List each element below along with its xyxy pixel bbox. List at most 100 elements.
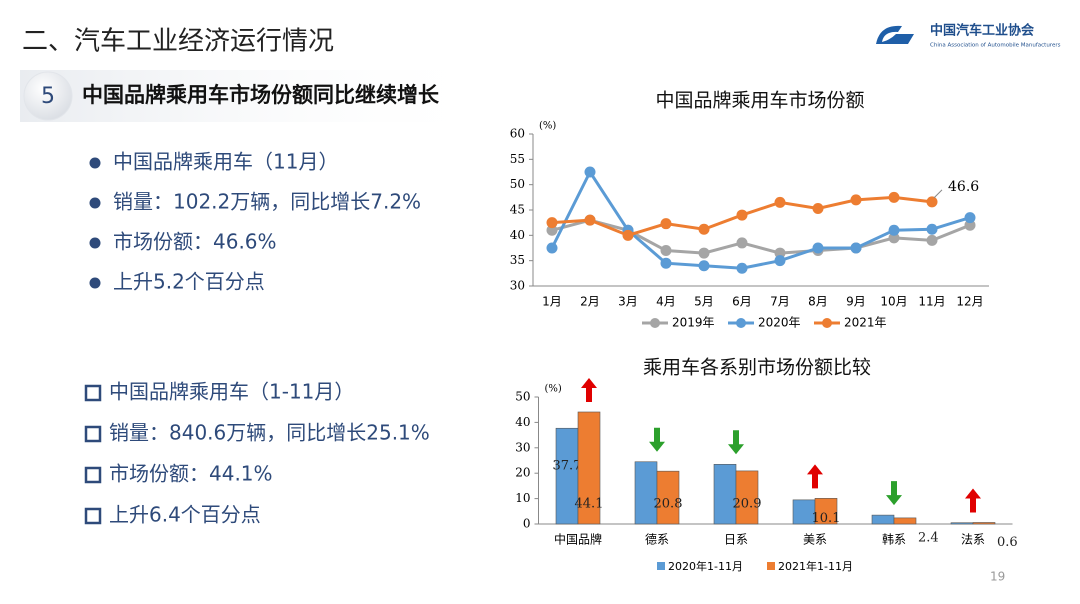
bar — [656, 470, 680, 525]
bar — [893, 517, 917, 525]
page-number: 19 — [990, 570, 1005, 584]
legend-swatch — [767, 562, 775, 570]
point — [888, 191, 900, 203]
trend-arrow — [581, 377, 597, 402]
trend-arrow — [886, 481, 902, 506]
data-label: 46.6 — [948, 179, 979, 195]
x-tick-label: 1月 — [542, 295, 562, 309]
x-tick-label: 12月 — [956, 295, 983, 309]
point — [698, 260, 710, 272]
bullet-square — [84, 507, 102, 525]
x-tick-label: 10月 — [880, 295, 907, 309]
data-label: 20.8 — [654, 497, 683, 512]
point — [698, 247, 710, 259]
chart-title: 中国品牌乘用车市场份额 — [655, 90, 864, 112]
bar — [735, 470, 759, 525]
y-tick-label: 20 — [515, 466, 530, 480]
bullet-text: 销量：102.2万辆，同比增长7.2% — [113, 190, 421, 214]
point — [736, 237, 748, 249]
legend-swatch — [657, 562, 665, 570]
y-tick-label: 30 — [510, 279, 525, 293]
bullet-square — [84, 425, 102, 443]
x-tick-label: 日系 — [724, 533, 748, 547]
x-tick-label: 美系 — [803, 533, 827, 547]
legend-label: 2020年1-11月 — [668, 559, 743, 573]
point — [546, 242, 558, 254]
trend-arrow — [728, 430, 744, 455]
x-tick-label: 德系 — [645, 532, 669, 547]
point — [888, 224, 900, 236]
point — [926, 196, 938, 208]
point — [850, 194, 862, 206]
logo-subtitle: China Association of Automobile Manufact… — [930, 43, 1061, 49]
point — [698, 223, 710, 235]
legend-label: 2021年1-11月 — [778, 559, 853, 573]
point — [774, 196, 786, 208]
y-tick-label: 50 — [510, 177, 525, 191]
legend-marker — [650, 318, 660, 328]
bar — [972, 522, 996, 525]
point — [926, 234, 938, 246]
section-band — [20, 70, 500, 122]
x-tick-label: 3月 — [618, 295, 638, 309]
bullet-dot — [89, 277, 101, 289]
chart-title: 乘用车各系别市场份额比较 — [643, 357, 871, 379]
data-label: 0.6 — [997, 535, 1018, 550]
point — [850, 242, 862, 254]
bar — [871, 514, 895, 525]
header-title: 二、汽车工业经济运行情况 — [22, 27, 334, 57]
x-tick-label: 法系 — [961, 533, 985, 547]
leader-line — [933, 189, 943, 199]
series-line — [550, 168, 971, 270]
x-tick-label: 11月 — [918, 295, 945, 309]
trend-arrow — [965, 488, 981, 513]
y-tick-label: 30 — [515, 440, 530, 454]
data-label: 2.4 — [918, 530, 939, 545]
legend-marker — [822, 318, 832, 328]
point — [774, 247, 786, 259]
series-line — [551, 218, 971, 255]
y-tick-label: 10 — [515, 491, 530, 505]
point — [584, 166, 596, 178]
y-tick-label: 40 — [510, 228, 525, 242]
point — [584, 214, 596, 226]
y-axis-label: (%) — [539, 121, 556, 132]
point — [812, 242, 824, 254]
point — [546, 224, 558, 236]
y-tick-label: 45 — [510, 203, 525, 217]
point — [774, 255, 786, 267]
bullet-text: 中国品牌乘用车（1-11月） — [109, 380, 354, 404]
bullet-square — [84, 466, 102, 484]
point — [660, 257, 672, 269]
bullet-text: 上升6.4个百分点 — [109, 503, 261, 527]
trend-arrow — [649, 427, 665, 452]
point — [660, 218, 672, 230]
bar — [577, 411, 601, 525]
y-axis-label: (%) — [545, 384, 562, 395]
point — [660, 245, 672, 257]
y-tick-label: 50 — [515, 390, 530, 404]
section-title: 中国品牌乘用车市场份额同比继续增长 — [82, 83, 440, 107]
point — [622, 229, 634, 241]
bullet-text: 销量：840.6万辆，同比增长25.1% — [109, 421, 430, 445]
x-tick-label: 7月 — [770, 295, 790, 309]
data-label: 10.1 — [812, 511, 841, 526]
bullet-dot — [89, 197, 101, 209]
data-label: 44.1 — [575, 497, 604, 512]
point — [736, 209, 748, 221]
x-tick-label: 4月 — [656, 295, 676, 309]
bullet-text: 上升5.2个百分点 — [113, 270, 265, 294]
bullet-square — [84, 384, 102, 402]
legend-marker — [736, 318, 746, 328]
x-tick-label: 9月 — [846, 295, 866, 309]
x-tick-label: 2月 — [580, 295, 600, 309]
x-tick-label: 中国品牌 — [554, 532, 602, 547]
bullet-text: 市场份额：44.1% — [109, 462, 273, 486]
point — [546, 217, 558, 229]
logo-name: 中国汽车工业协会 — [930, 23, 1035, 39]
x-tick-label: 8月 — [808, 295, 828, 309]
y-tick-label: 0 — [523, 517, 531, 531]
bar — [950, 522, 974, 525]
section-circle — [23, 71, 73, 121]
